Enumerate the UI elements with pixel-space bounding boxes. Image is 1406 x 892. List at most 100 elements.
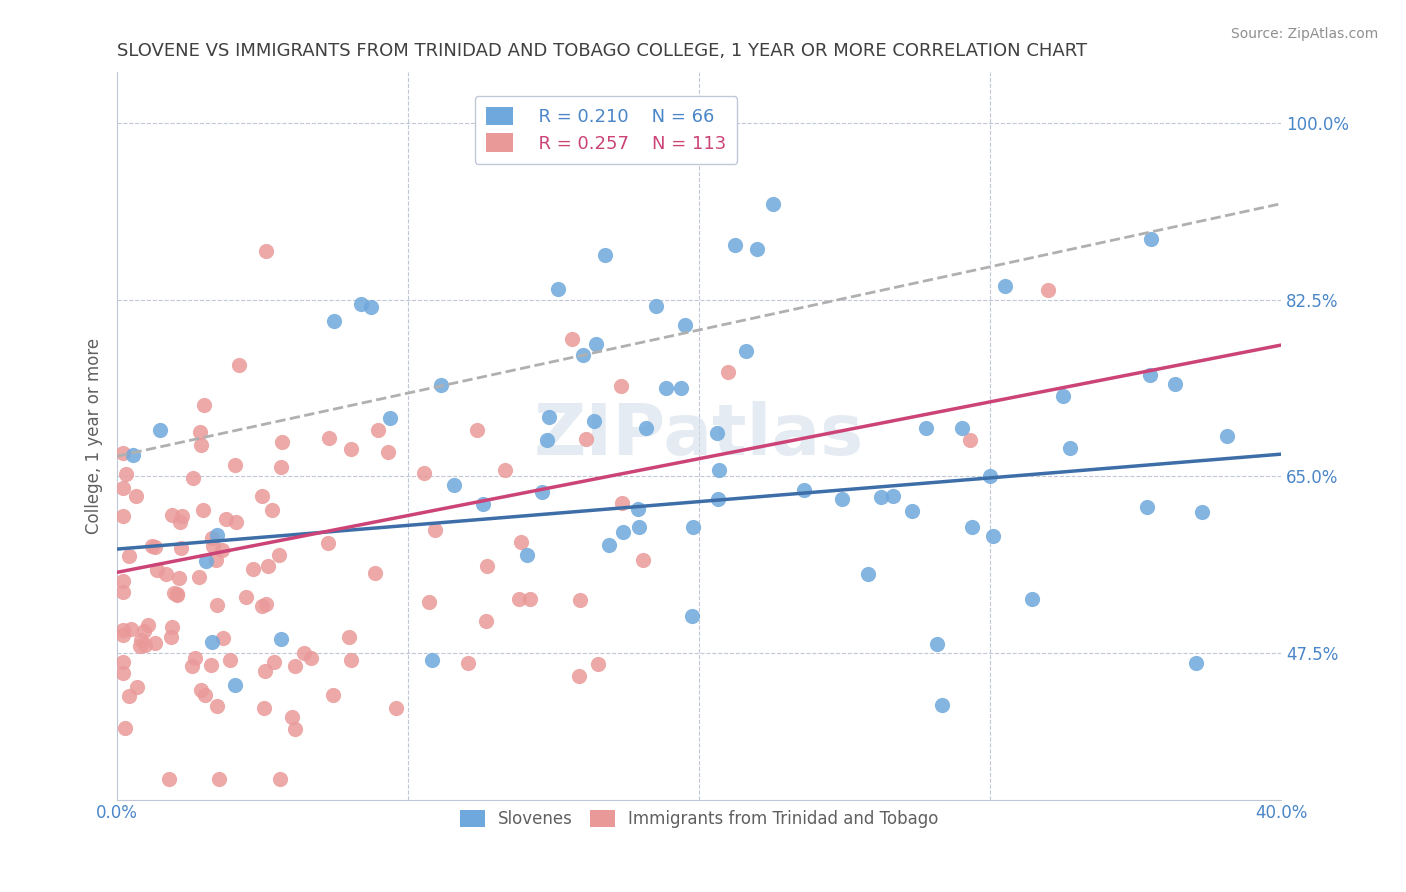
Point bbox=[129, 632, 152, 647]
Point bbox=[612, 496, 634, 510]
Point bbox=[1136, 500, 1159, 514]
Point bbox=[364, 566, 387, 580]
Point bbox=[717, 365, 740, 379]
Point bbox=[644, 300, 666, 314]
Point bbox=[762, 196, 785, 211]
Point bbox=[143, 540, 166, 554]
Point bbox=[235, 590, 257, 604]
Point bbox=[585, 337, 607, 351]
Point bbox=[856, 566, 879, 581]
Point bbox=[250, 489, 273, 503]
Point bbox=[111, 481, 134, 495]
Point bbox=[284, 722, 307, 736]
Point bbox=[184, 650, 207, 665]
Point bbox=[181, 471, 204, 485]
Point bbox=[378, 411, 401, 425]
Point bbox=[318, 431, 340, 445]
Point bbox=[253, 701, 276, 715]
Point bbox=[360, 300, 382, 314]
Point bbox=[530, 485, 553, 500]
Point bbox=[1216, 429, 1239, 443]
Point bbox=[270, 459, 292, 474]
Point bbox=[598, 538, 620, 552]
Point bbox=[950, 421, 973, 435]
Point bbox=[575, 433, 598, 447]
Point bbox=[138, 618, 160, 632]
Point bbox=[681, 608, 703, 623]
Point bbox=[900, 504, 922, 518]
Point bbox=[322, 314, 344, 328]
Point bbox=[1191, 505, 1213, 519]
Point bbox=[475, 615, 498, 629]
Point bbox=[516, 548, 538, 562]
Point bbox=[118, 689, 141, 703]
Point bbox=[423, 523, 446, 537]
Point bbox=[194, 689, 217, 703]
Point bbox=[157, 772, 180, 787]
Point bbox=[125, 489, 148, 503]
Point bbox=[655, 381, 678, 395]
Point bbox=[793, 483, 815, 498]
Text: Source: ZipAtlas.com: Source: ZipAtlas.com bbox=[1230, 27, 1378, 41]
Point bbox=[257, 559, 280, 574]
Point bbox=[271, 434, 294, 449]
Point bbox=[250, 599, 273, 613]
Point bbox=[181, 659, 204, 673]
Point bbox=[160, 508, 183, 522]
Point bbox=[519, 592, 541, 607]
Point bbox=[224, 458, 246, 472]
Point bbox=[1185, 656, 1208, 670]
Text: ZIPatlas: ZIPatlas bbox=[534, 401, 865, 470]
Point bbox=[207, 698, 229, 713]
Point bbox=[979, 469, 1001, 483]
Point bbox=[927, 637, 949, 651]
Point bbox=[472, 497, 495, 511]
Point bbox=[122, 449, 145, 463]
Point bbox=[129, 639, 152, 653]
Point bbox=[508, 592, 530, 607]
Point bbox=[208, 772, 231, 787]
Point bbox=[547, 282, 569, 296]
Point bbox=[170, 541, 193, 555]
Point bbox=[111, 656, 134, 670]
Point bbox=[200, 658, 222, 673]
Point bbox=[269, 772, 291, 787]
Point bbox=[634, 421, 657, 435]
Point bbox=[339, 442, 361, 457]
Point bbox=[211, 543, 233, 558]
Point bbox=[143, 635, 166, 649]
Point bbox=[609, 379, 631, 393]
Point bbox=[299, 651, 322, 665]
Point bbox=[337, 630, 360, 644]
Point bbox=[111, 446, 134, 460]
Point bbox=[163, 586, 186, 600]
Point bbox=[159, 630, 181, 644]
Point bbox=[224, 678, 246, 692]
Point bbox=[118, 549, 141, 563]
Point bbox=[831, 492, 853, 507]
Point bbox=[201, 634, 224, 648]
Point bbox=[627, 519, 650, 533]
Point bbox=[111, 585, 134, 599]
Point bbox=[682, 519, 704, 533]
Point bbox=[281, 710, 304, 724]
Point bbox=[561, 332, 583, 346]
Point bbox=[962, 520, 984, 534]
Point bbox=[931, 698, 953, 713]
Point bbox=[882, 489, 904, 503]
Point bbox=[242, 562, 264, 576]
Point bbox=[193, 503, 215, 517]
Point bbox=[188, 425, 211, 439]
Point bbox=[583, 413, 606, 427]
Point bbox=[155, 567, 177, 582]
Point bbox=[205, 598, 228, 612]
Point bbox=[166, 588, 188, 602]
Point bbox=[1059, 442, 1081, 456]
Point bbox=[167, 571, 190, 585]
Point bbox=[132, 624, 155, 638]
Point bbox=[111, 574, 134, 588]
Point bbox=[212, 632, 235, 646]
Point bbox=[627, 502, 650, 516]
Point bbox=[367, 423, 389, 437]
Point bbox=[494, 463, 516, 477]
